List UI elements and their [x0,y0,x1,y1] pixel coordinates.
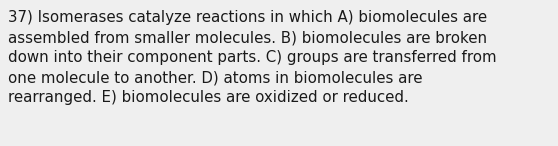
Text: 37) Isomerases catalyze reactions in which A) biomolecules are
assembled from sm: 37) Isomerases catalyze reactions in whi… [8,10,497,105]
